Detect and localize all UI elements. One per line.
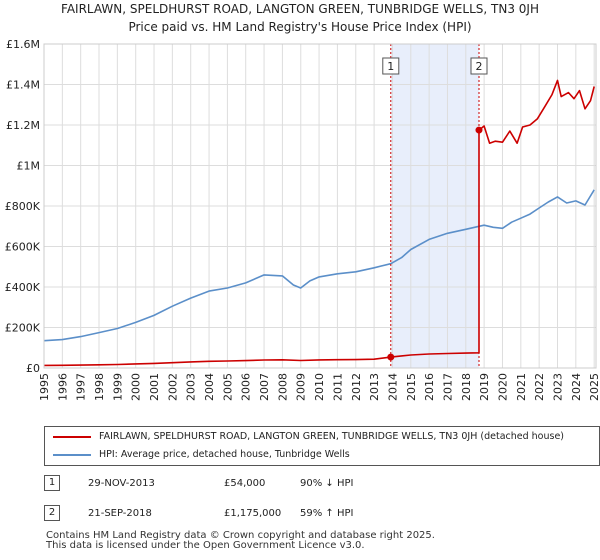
x-tick-label: 2010: [313, 373, 326, 401]
x-tick-label: 2003: [185, 373, 198, 401]
legend-label-hpi: HPI: Average price, detached house, Tunb…: [99, 449, 350, 460]
x-tick-label: 2014: [386, 373, 399, 401]
transaction-date: 29-NOV-2013: [88, 478, 155, 489]
transaction-label-box: [470, 57, 488, 75]
y-tick-label: £1.6M: [6, 38, 40, 51]
x-tick-label: 2015: [405, 373, 418, 401]
legend-item-property: FAIRLAWN, SPELDHURST ROAD, LANGTON GREEN…: [45, 428, 599, 446]
transaction-hpi-diff: 90% ↓ HPI: [300, 478, 354, 489]
x-tick-label: 2016: [423, 373, 436, 401]
y-tick-label: £1.4M: [6, 79, 40, 92]
x-tick-label: 2008: [276, 373, 289, 401]
chart-title: FAIRLAWN, SPELDHURST ROAD, LANGTON GREEN…: [61, 2, 539, 16]
transaction-marker-box: 2: [44, 505, 60, 521]
x-tick-label: 2011: [331, 373, 344, 401]
y-tick-label: £600K: [5, 241, 41, 254]
x-tick-label: 2020: [496, 373, 509, 401]
price-chart: FAIRLAWN, SPELDHURST ROAD, LANGTON GREEN…: [5, 2, 600, 401]
x-tick-label: 2025: [588, 373, 600, 401]
x-tick-label: 1999: [111, 373, 124, 401]
transaction-price: £54,000: [224, 478, 266, 489]
x-tick-label: 2024: [570, 373, 583, 401]
y-tick-label: £1M: [17, 160, 41, 173]
property-price-line: [43, 79, 595, 367]
transaction-label: 1: [387, 60, 394, 73]
transaction-point: [387, 353, 395, 361]
transaction-point: [475, 126, 483, 134]
transaction-label: 2: [475, 60, 482, 73]
x-tick-label: 2004: [203, 373, 216, 401]
x-tick-label: 2023: [551, 373, 564, 401]
x-tick-label: 1997: [75, 373, 88, 401]
x-tick-label: 2007: [258, 373, 271, 401]
y-tick-label: £1.2M: [6, 119, 40, 132]
x-tick-label: 2009: [295, 373, 308, 401]
y-tick-label: £800K: [5, 200, 41, 213]
x-tick-label: 2001: [148, 373, 161, 401]
x-tick-label: 2000: [130, 373, 143, 401]
x-tick-label: 2017: [441, 373, 454, 401]
x-tick-label: 2013: [368, 373, 381, 401]
x-tick-label: 2006: [240, 373, 253, 401]
transaction-row: 2 21-SEP-2018 £1,175,000 59% ↑ HPI: [44, 505, 600, 523]
legend: FAIRLAWN, SPELDHURST ROAD, LANGTON GREEN…: [44, 426, 600, 466]
transaction-row: 1 29-NOV-2013 £54,000 90% ↓ HPI: [44, 475, 600, 493]
transaction-price: £1,175,000: [224, 508, 282, 519]
y-tick-label: £200K: [5, 322, 41, 335]
x-tick-label: 2018: [460, 373, 473, 401]
x-tick-label: 1996: [56, 373, 69, 401]
transaction-label-box: [382, 57, 400, 75]
y-tick-label: £400K: [5, 281, 41, 294]
footer: Contains HM Land Registry data © Crown c…: [46, 531, 596, 551]
legend-label-property: FAIRLAWN, SPELDHURST ROAD, LANGTON GREEN…: [99, 431, 565, 442]
x-tick-label: 2019: [478, 373, 491, 401]
legend-swatch-property: [53, 436, 91, 438]
transaction-date: 21-SEP-2018: [88, 508, 152, 519]
x-tick-label: 2021: [515, 373, 528, 401]
legend-item-hpi: HPI: Average price, detached house, Tunb…: [45, 446, 599, 464]
y-tick-label: £0: [26, 362, 40, 375]
x-tick-label: 1995: [38, 373, 51, 401]
footer-copyright: Contains HM Land Registry data © Crown c…: [46, 530, 435, 541]
chart-subtitle: Price paid vs. HM Land Registry's House …: [128, 20, 471, 34]
x-tick-label: 2002: [166, 373, 179, 401]
x-tick-label: 2022: [533, 373, 546, 401]
transaction-marker-box: 1: [44, 475, 60, 491]
footer-licence: This data is licensed under the Open Gov…: [46, 540, 365, 551]
x-tick-label: 2012: [350, 373, 363, 401]
x-tick-label: 1998: [93, 373, 106, 401]
hpi-line: [43, 189, 595, 342]
plot-area: [43, 43, 597, 369]
transaction-hpi-diff: 59% ↑ HPI: [300, 508, 354, 519]
legend-swatch-hpi: [53, 454, 91, 456]
x-tick-label: 2005: [221, 373, 234, 401]
